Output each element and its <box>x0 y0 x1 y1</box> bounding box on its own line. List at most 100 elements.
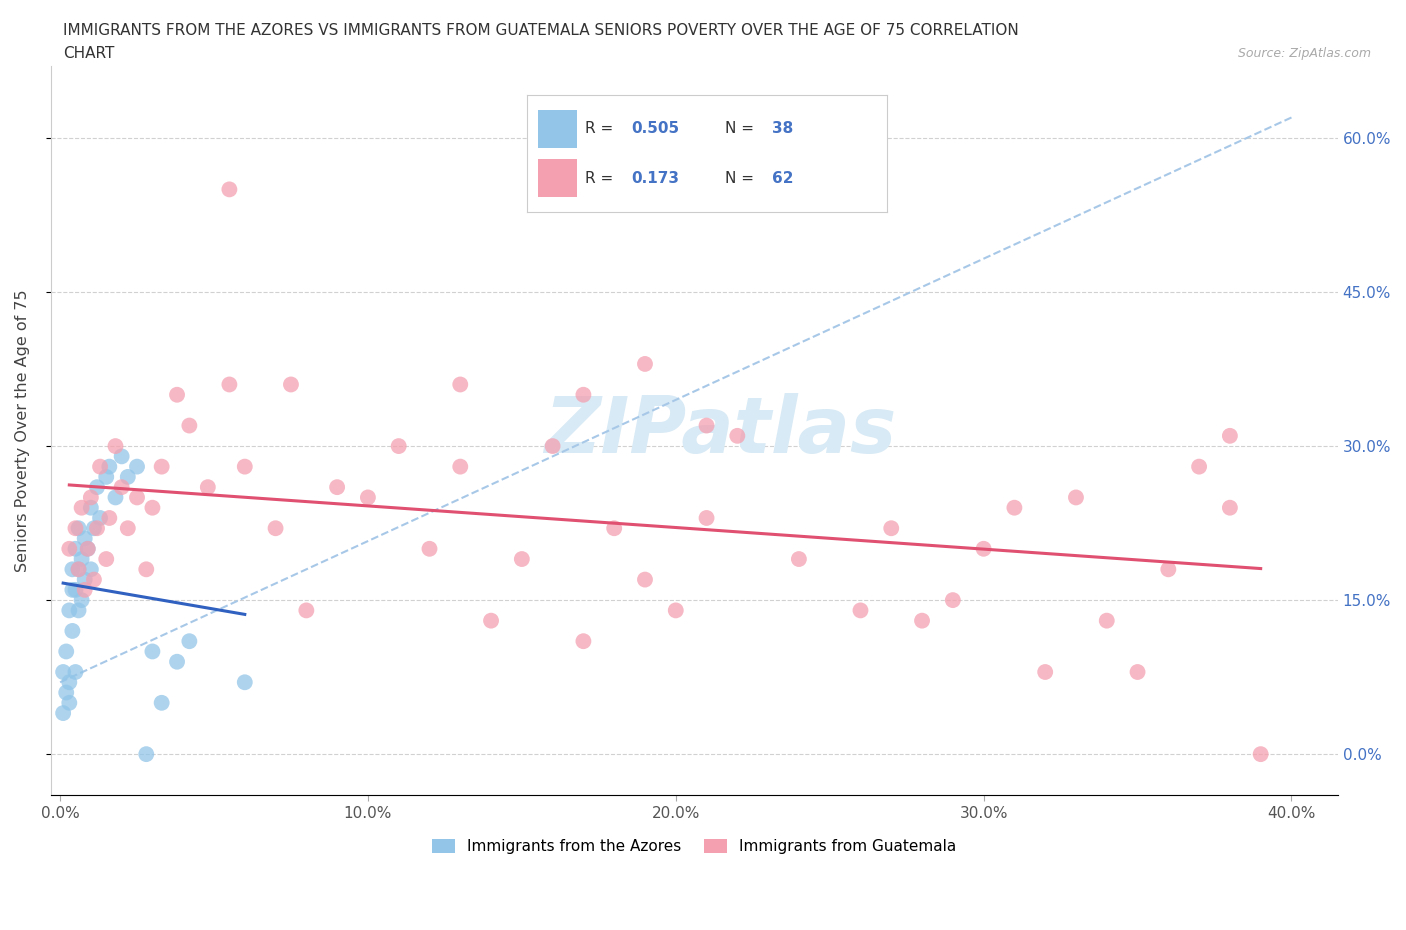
Point <box>479 613 502 628</box>
Y-axis label: Seniors Poverty Over the Age of 75: Seniors Poverty Over the Age of 75 <box>15 289 30 572</box>
Point <box>233 675 256 690</box>
Point <box>111 449 134 464</box>
Point <box>634 572 657 587</box>
Point <box>104 490 127 505</box>
Point <box>218 377 240 392</box>
Point <box>65 521 87 536</box>
Point <box>572 633 595 648</box>
Point <box>572 387 595 402</box>
Point <box>89 459 111 474</box>
Point <box>80 490 103 505</box>
Point <box>117 521 139 536</box>
Point <box>449 377 471 392</box>
Point <box>125 459 148 474</box>
Point <box>73 531 96 546</box>
Point <box>295 603 318 618</box>
Text: IMMIGRANTS FROM THE AZORES VS IMMIGRANTS FROM GUATEMALA SENIORS POVERTY OVER THE: IMMIGRANTS FROM THE AZORES VS IMMIGRANTS… <box>63 23 1019 38</box>
Point <box>98 511 121 525</box>
Point <box>76 541 98 556</box>
Point <box>55 685 77 700</box>
Point <box>65 582 87 597</box>
Point <box>70 500 93 515</box>
Point <box>1126 665 1149 680</box>
Point <box>60 623 83 638</box>
Point <box>80 500 103 515</box>
Point <box>510 551 533 566</box>
Point <box>98 459 121 474</box>
Point <box>76 541 98 556</box>
Point <box>264 521 287 536</box>
Point <box>135 562 157 577</box>
Point <box>1033 665 1056 680</box>
Point <box>111 480 134 495</box>
Point <box>150 459 173 474</box>
Point <box>65 541 87 556</box>
Point <box>141 500 163 515</box>
Point <box>86 521 108 536</box>
Point <box>973 541 995 556</box>
Point <box>96 470 118 485</box>
Point <box>104 439 127 454</box>
Point <box>117 470 139 485</box>
Point <box>179 633 201 648</box>
Point <box>70 551 93 566</box>
Point <box>880 521 903 536</box>
Point <box>70 592 93 607</box>
Point <box>58 696 80 711</box>
Point <box>1157 562 1180 577</box>
Point <box>218 182 240 197</box>
Text: ZIPatlas: ZIPatlas <box>544 392 896 469</box>
Point <box>603 521 626 536</box>
Point <box>58 541 80 556</box>
Point <box>1219 429 1241 444</box>
Point <box>541 439 564 454</box>
Point <box>1219 500 1241 515</box>
Point <box>357 490 380 505</box>
Point <box>55 644 77 659</box>
Point <box>787 551 810 566</box>
Point <box>418 541 440 556</box>
Point <box>86 480 108 495</box>
Point <box>83 521 105 536</box>
Point <box>696 511 718 525</box>
Point <box>58 603 80 618</box>
Point <box>60 582 83 597</box>
Point <box>83 572 105 587</box>
Point <box>166 655 188 670</box>
Point <box>73 582 96 597</box>
Point <box>166 387 188 402</box>
Point <box>942 592 965 607</box>
Point <box>58 675 80 690</box>
Point <box>96 551 118 566</box>
Point <box>150 696 173 711</box>
Point <box>67 603 90 618</box>
Point <box>725 429 748 444</box>
Point <box>1064 490 1087 505</box>
Point <box>135 747 157 762</box>
Point <box>665 603 688 618</box>
Point <box>52 665 75 680</box>
Point <box>1002 500 1025 515</box>
Point <box>280 377 302 392</box>
Text: Source: ZipAtlas.com: Source: ZipAtlas.com <box>1237 46 1371 60</box>
Point <box>89 511 111 525</box>
Point <box>67 562 90 577</box>
Point <box>326 480 349 495</box>
Point <box>52 706 75 721</box>
Point <box>67 521 90 536</box>
Legend: Immigrants from the Azores, Immigrants from Guatemala: Immigrants from the Azores, Immigrants f… <box>426 833 963 860</box>
Point <box>388 439 411 454</box>
Point <box>60 562 83 577</box>
Point <box>233 459 256 474</box>
Point <box>911 613 934 628</box>
Point <box>73 572 96 587</box>
Point <box>197 480 219 495</box>
Point <box>65 665 87 680</box>
Point <box>634 356 657 371</box>
Point <box>67 562 90 577</box>
Point <box>141 644 163 659</box>
Point <box>1250 747 1272 762</box>
Point <box>1095 613 1118 628</box>
Point <box>1188 459 1211 474</box>
Text: CHART: CHART <box>63 46 115 61</box>
